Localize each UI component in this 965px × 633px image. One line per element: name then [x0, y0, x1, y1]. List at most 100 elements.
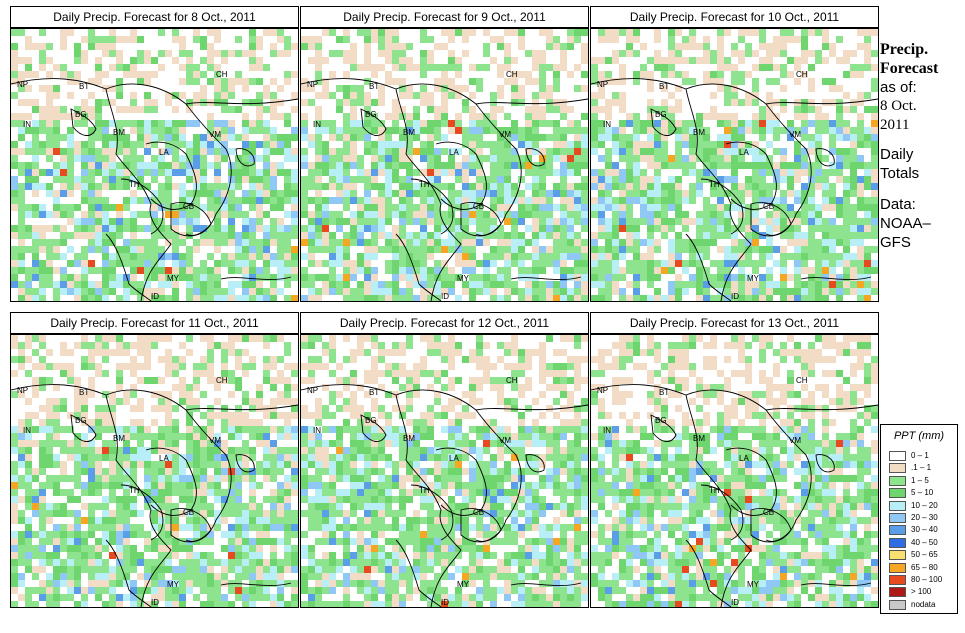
precip-cell	[399, 190, 406, 197]
precip-cell	[277, 260, 284, 267]
precip-cell	[836, 295, 843, 301]
precip-cell	[46, 349, 53, 356]
precip-cell	[836, 211, 843, 218]
precip-cell	[717, 232, 724, 239]
precip-cell	[619, 295, 626, 301]
precip-cell	[235, 162, 242, 169]
precip-cell	[532, 253, 539, 260]
precip-cell	[455, 197, 462, 204]
precip-cell	[284, 141, 291, 148]
precip-cell	[228, 461, 235, 468]
precip-cell	[843, 218, 850, 225]
precip-cell	[186, 141, 193, 148]
precip-cell	[392, 239, 399, 246]
precip-cell	[291, 197, 298, 204]
precip-cell	[336, 363, 343, 370]
precip-cell	[581, 281, 588, 288]
precip-cell	[619, 183, 626, 190]
precip-cell	[794, 148, 801, 155]
precip-cell	[67, 538, 74, 545]
precip-cell	[165, 148, 172, 155]
precip-cell	[144, 260, 151, 267]
precip-cell	[413, 391, 420, 398]
precip-cell	[441, 183, 448, 190]
precip-cell	[144, 377, 151, 384]
precip-cell	[207, 475, 214, 482]
precip-cell	[263, 342, 270, 349]
precip-cell	[301, 134, 308, 141]
precip-cell	[766, 190, 773, 197]
precip-cell	[518, 176, 525, 183]
precip-cell	[74, 71, 81, 78]
precip-cell	[221, 580, 228, 587]
precip-cell	[263, 253, 270, 260]
precip-cell	[18, 85, 25, 92]
precip-cell	[724, 85, 731, 92]
precip-cell	[406, 405, 413, 412]
precip-cell	[308, 43, 315, 50]
precip-cell	[801, 246, 808, 253]
precip-cell	[151, 377, 158, 384]
precip-cell	[591, 78, 598, 85]
precip-cell	[546, 246, 553, 253]
precip-cell	[123, 489, 130, 496]
precip-cell	[329, 342, 336, 349]
precip-cell	[462, 211, 469, 218]
precip-cell	[214, 601, 221, 607]
precip-cell	[74, 566, 81, 573]
precip-cell	[434, 43, 441, 50]
precip-cell	[619, 106, 626, 113]
precip-cell	[647, 197, 654, 204]
precip-cell	[724, 204, 731, 211]
precip-cell	[172, 356, 179, 363]
precip-cell	[406, 148, 413, 155]
precip-cell	[598, 106, 605, 113]
precip-cell	[263, 127, 270, 134]
precip-cell	[315, 71, 322, 78]
precip-cell	[221, 489, 228, 496]
precip-cell	[221, 496, 228, 503]
precip-cell	[214, 260, 221, 267]
precip-cell	[67, 92, 74, 99]
precip-cell	[88, 155, 95, 162]
precip-cell	[207, 141, 214, 148]
precip-cell	[574, 120, 581, 127]
precip-cell	[179, 524, 186, 531]
precip-cell	[95, 120, 102, 127]
precip-cell	[490, 183, 497, 190]
precip-cell	[647, 78, 654, 85]
precip-cell	[179, 496, 186, 503]
precip-cell	[270, 43, 277, 50]
precip-cell	[193, 204, 200, 211]
precip-cell	[81, 197, 88, 204]
precip-cell	[532, 398, 539, 405]
precip-cell	[518, 211, 525, 218]
precip-cell	[350, 120, 357, 127]
country-border	[105, 88, 172, 301]
precip-cell	[315, 169, 322, 176]
precip-cell	[235, 384, 242, 391]
precip-cell	[434, 106, 441, 113]
precip-cell	[462, 218, 469, 225]
precip-cell	[675, 211, 682, 218]
precip-cell	[74, 281, 81, 288]
precip-cell	[214, 162, 221, 169]
precip-cell	[186, 260, 193, 267]
precip-cell	[745, 141, 752, 148]
precip-cell	[18, 482, 25, 489]
precip-cell	[263, 377, 270, 384]
precip-cell	[95, 190, 102, 197]
precip-map: CH NP BT IN BG BM VM LA TH CB MY ID	[590, 28, 879, 302]
precip-cell	[137, 594, 144, 601]
precip-cell	[857, 43, 864, 50]
precip-cell	[441, 288, 448, 295]
precip-cell	[137, 71, 144, 78]
precip-cell	[350, 239, 357, 246]
precip-cell	[46, 92, 53, 99]
precip-cell	[214, 183, 221, 190]
precip-cell	[511, 225, 518, 232]
precip-cell	[857, 92, 864, 99]
precip-cell	[605, 36, 612, 43]
precip-cell	[385, 246, 392, 253]
precip-cell	[151, 440, 158, 447]
